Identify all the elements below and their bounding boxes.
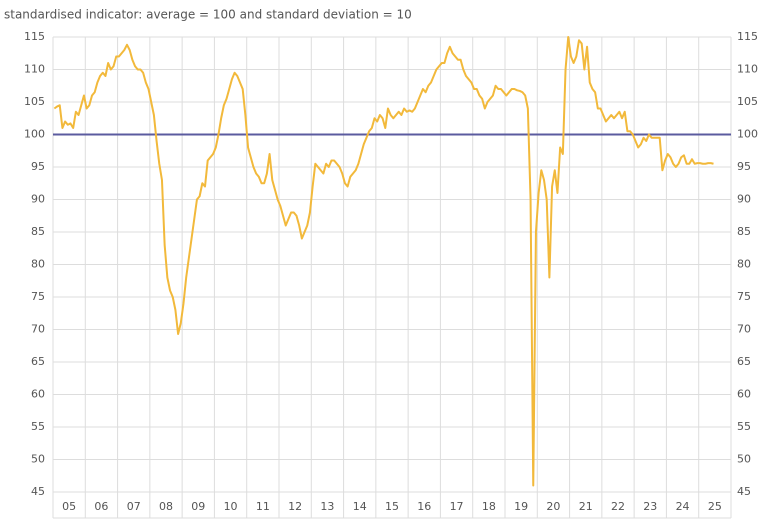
y2-tick-label: 65 [737,355,751,368]
x-tick-label: 23 [643,500,657,513]
x-tick-label: 22 [611,500,625,513]
x-tick-label: 15 [385,500,399,513]
y2-tick-label: 50 [737,453,751,466]
x-tick-label: 14 [353,500,367,513]
y-tick-label: 90 [31,193,45,206]
x-tick-label: 21 [579,500,593,513]
chart-title: standardised indicator: average = 100 an… [4,8,412,22]
x-tick-label: 13 [320,500,334,513]
y2-tick-label: 105 [737,95,758,108]
data-line [53,36,714,487]
y-tick-label: 80 [31,258,45,271]
x-tick-label: 19 [514,500,528,513]
y-tick-label: 75 [31,290,45,303]
x-tick-label: 16 [417,500,431,513]
y-tick-label: 95 [31,160,45,173]
x-tick-label: 11 [256,500,270,513]
y-tick-label: 70 [31,323,45,336]
y-tick-label: 55 [31,420,45,433]
y2-tick-label: 115 [737,30,758,43]
x-tick-label: 07 [127,500,141,513]
x-tick-label: 06 [94,500,108,513]
y2-tick-label: 110 [737,63,758,76]
x-tick-label: 08 [159,500,173,513]
x-tick-label: 12 [288,500,302,513]
x-tick-label: 25 [708,500,722,513]
y2-tick-label: 95 [737,160,751,173]
y-tick-label: 85 [31,225,45,238]
y2-tick-label: 70 [737,323,751,336]
y-tick-label: 100 [24,128,45,141]
x-tick-label: 09 [191,500,205,513]
x-tick-label: 10 [224,500,238,513]
y-tick-label: 60 [31,388,45,401]
y2-tick-label: 75 [737,290,751,303]
y2-tick-label: 85 [737,225,751,238]
y-tick-label: 115 [24,30,45,43]
y2-tick-label: 55 [737,420,751,433]
x-tick-label: 05 [62,500,76,513]
y-tick-label: 110 [24,63,45,76]
x-tick-label: 20 [546,500,560,513]
y-tick-label: 45 [31,485,45,498]
x-tick-label: 18 [482,500,496,513]
y2-tick-label: 80 [737,258,751,271]
x-tick-label: 17 [450,500,464,513]
y2-tick-label: 45 [737,485,751,498]
y2-tick-label: 100 [737,128,758,141]
y-tick-label: 105 [24,95,45,108]
y2-tick-label: 60 [737,388,751,401]
x-tick-label: 24 [676,500,690,513]
y2-tick-label: 90 [737,193,751,206]
y-tick-label: 50 [31,453,45,466]
y-tick-label: 65 [31,355,45,368]
